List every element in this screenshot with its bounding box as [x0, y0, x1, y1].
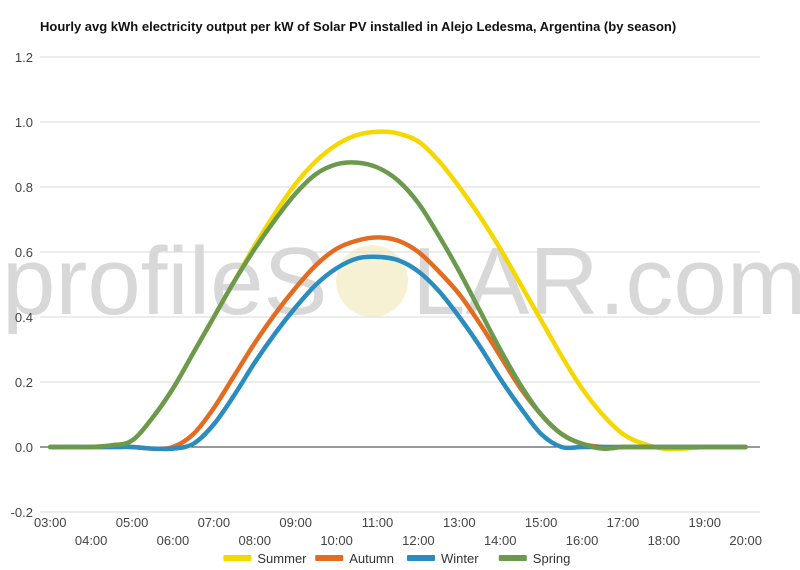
x-axis: 03:00 04:00 05:00 06:00 07:00 08:00 09:00 10:00…	[34, 515, 762, 548]
legend-label-spring: Spring	[533, 551, 571, 566]
legend-label-summer: Summer	[257, 551, 307, 566]
x-tick-label: 09:00	[279, 515, 312, 530]
series-layer	[47, 129, 748, 452]
legend-swatch-summer	[223, 555, 252, 561]
x-tick-label: 11:00	[362, 515, 394, 530]
x-tick-label: 06:00	[157, 533, 190, 548]
legend-swatch-spring	[498, 555, 527, 561]
y-tick-label: 1.0	[15, 115, 33, 130]
y-tick-label: 0.8	[15, 180, 33, 195]
chart-title: Hourly avg kWh electricity output per kW…	[40, 19, 677, 34]
x-tick-label: 19:00	[688, 515, 721, 530]
x-tick-label: 13:00	[443, 515, 476, 530]
y-tick-label: -0.2	[11, 505, 33, 520]
legend-label-winter: Winter	[441, 551, 479, 566]
legend-swatch-autumn	[315, 555, 344, 561]
x-tick-label: 03:00	[34, 515, 67, 530]
y-axis: 1.2 1.0 0.8 0.6 0.4 0.2 0.0 -0.2	[11, 50, 33, 520]
x-tick-label: 14:00	[484, 533, 517, 548]
x-tick-label: 05:00	[116, 515, 149, 530]
legend: Summer Autumn Winter Spring	[223, 551, 570, 566]
x-tick-label: 07:00	[198, 515, 231, 530]
grid-layer	[40, 56, 760, 513]
y-tick-label: 0.6	[15, 245, 33, 260]
watermark-text-right: LAR.com	[412, 228, 800, 335]
x-tick-label: 20:00	[729, 533, 762, 548]
x-tick-label: 17:00	[607, 515, 640, 530]
watermark-text-left: profileS	[2, 228, 328, 335]
x-tick-label: 16:00	[566, 533, 599, 548]
y-tick-label: 0.2	[15, 375, 33, 390]
x-tick-label: 08:00	[238, 533, 271, 548]
x-tick-label: 04:00	[75, 533, 108, 548]
watermark-sun-icon	[336, 245, 408, 317]
y-tick-label: 1.2	[15, 50, 33, 65]
series-line-spring	[47, 160, 748, 451]
x-tick-label: 15:00	[525, 515, 558, 530]
x-tick-label: 12:00	[402, 533, 435, 548]
legend-swatch-winter	[407, 555, 435, 561]
y-tick-label: 0.4	[15, 310, 33, 325]
x-tick-label: 18:00	[648, 533, 681, 548]
x-tick-label: 10:00	[320, 533, 353, 548]
y-tick-label: 0.0	[15, 440, 33, 455]
legend-label-autumn: Autumn	[349, 551, 394, 566]
